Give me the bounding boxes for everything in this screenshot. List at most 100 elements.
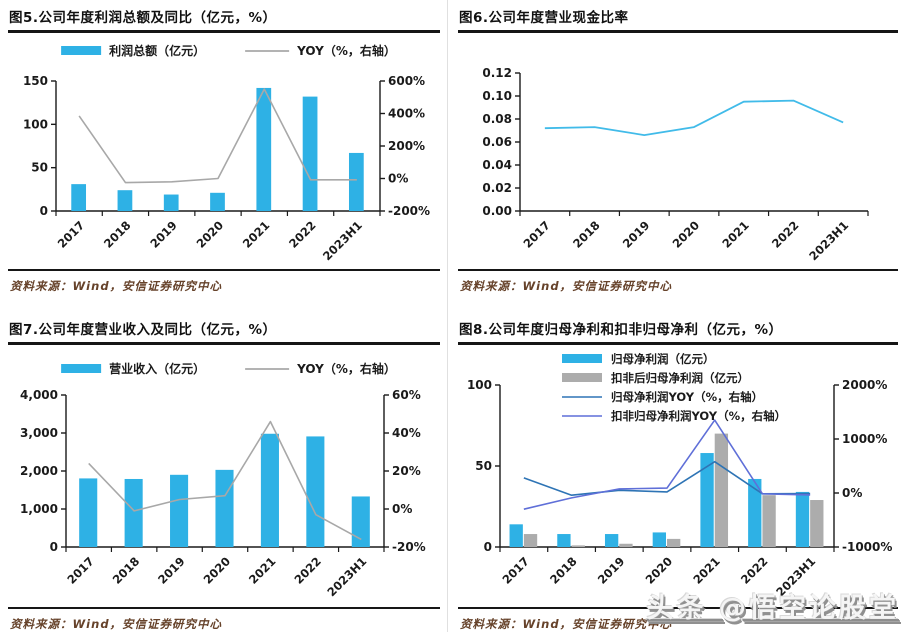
- svg-text:0: 0: [50, 540, 58, 554]
- x-axis-label: 2019: [595, 554, 628, 587]
- figure-8-source-row: 资料来源：Wind，安信证券研究中心: [458, 607, 898, 632]
- svg-text:0.12: 0.12: [482, 66, 512, 80]
- svg-text:2,000: 2,000: [20, 464, 58, 478]
- x-axis-label: 2020: [201, 554, 234, 587]
- bar: [215, 469, 234, 547]
- x-axis-label: 2018: [101, 218, 134, 251]
- watermark-text: 头条 @悟空论股堂: [646, 593, 899, 624]
- figure-5-title: 图5.公司年度利润总额及同比（亿元，%）: [8, 4, 440, 33]
- bar: [117, 190, 133, 211]
- bar: [260, 433, 279, 547]
- bar-series: [523, 433, 824, 547]
- svg-text:2000%: 2000%: [842, 378, 887, 392]
- figure-5-chart-area: 0 50 100 150 -200% 0% 200% 400% 600% 2017 2018 2019…: [8, 35, 440, 267]
- bar: [348, 152, 364, 211]
- legend-swatch: [61, 46, 102, 55]
- x-axis-label: 2023H1: [806, 218, 851, 263]
- svg-text:1000%: 1000%: [842, 432, 887, 446]
- bar: [163, 194, 179, 211]
- x-axis-label: 2020: [670, 218, 703, 251]
- svg-text:-20%: -20%: [392, 540, 426, 554]
- x-axis-label: 2021: [690, 554, 723, 587]
- operating-cash-ratio-chart: 0.00 0.02 0.04 0.06 0.08 0.10 0.12 2017 2018 2019…: [482, 66, 869, 263]
- figure-6-title: 图6.公司年度营业现金比率: [458, 4, 898, 33]
- figure-panel-6: 图6.公司年度营业现金比率 0.00 0.02 0.04 0.06 0.08 0.10 0.…: [458, 4, 898, 294]
- line-series: [78, 88, 357, 184]
- line-series: [523, 460, 811, 496]
- bar: [71, 184, 87, 211]
- bar: [795, 491, 810, 547]
- svg-text:50: 50: [31, 161, 48, 175]
- svg-text:0.08: 0.08: [482, 112, 512, 126]
- bar: [762, 495, 776, 547]
- source-text: 资料来源：Wind，安信证券研究中心: [460, 617, 673, 631]
- svg-text:100: 100: [467, 378, 492, 392]
- svg-text:600%: 600%: [388, 74, 425, 88]
- svg-text:0: 0: [484, 540, 492, 554]
- bar: [306, 436, 325, 547]
- x-axis-label: 2019: [155, 554, 188, 587]
- bar-series: [71, 87, 364, 211]
- legend-label: YOY（%，右轴）: [296, 43, 396, 58]
- bar: [667, 538, 681, 547]
- bar: [256, 87, 272, 211]
- legend-label: 扣非归母净利润YOY（%，右轴）: [611, 409, 786, 423]
- svg-text:0.06: 0.06: [482, 135, 512, 149]
- svg-text:0%: 0%: [388, 172, 408, 186]
- bar: [714, 433, 729, 547]
- x-axis-label: 2022: [291, 554, 324, 587]
- source-text: 资料来源：Wind，安信证券研究中心: [10, 617, 223, 631]
- svg-text:150: 150: [23, 74, 48, 88]
- x-axis-label: 2021: [246, 554, 279, 587]
- x-axis-label: 2022: [738, 554, 771, 587]
- axes: 0 50 100 150 -200% 0% 200% 400% 600% 2017 2018 2019…: [23, 74, 430, 263]
- x-axis-label: 2017: [64, 554, 97, 587]
- svg-text:0.02: 0.02: [482, 181, 512, 195]
- bar: [170, 474, 189, 547]
- bar-series: [79, 433, 370, 547]
- legend-label: 归母净利润（亿元）: [611, 352, 715, 366]
- figure-panel-8: 图8.公司年度归母净利和扣非归母净利（亿元，%） 0 50 100 -1000% 0% 1…: [458, 316, 898, 632]
- figure-panel-7: 图7.公司年度营业收入及同比（亿元，%） 0 1,000 2,000 3,000 4,0…: [8, 316, 440, 632]
- legend-label: 归母净利润YOY（%，右轴）: [611, 390, 763, 404]
- figure-6-source-row: 资料来源：Wind，安信证券研究中心: [458, 269, 898, 294]
- x-axis-label: 2023H1: [320, 218, 365, 263]
- revenue-yoy-chart: 0 1,000 2,000 3,000 4,000 -20% 0% 20% 40% 60% 2017…: [20, 361, 426, 599]
- svg-text:100: 100: [23, 117, 48, 131]
- legend-label: 扣非后归母净利润（亿元）: [611, 371, 749, 385]
- legend-swatch: [562, 373, 602, 382]
- bar: [700, 453, 714, 547]
- bar: [523, 534, 538, 547]
- bar: [210, 192, 225, 211]
- legend-label: YOY（%，右轴）: [296, 361, 396, 376]
- bar: [748, 478, 762, 547]
- figure-5-source-row: 资料来源：Wind，安信证券研究中心: [8, 269, 440, 294]
- svg-text:-1000%: -1000%: [842, 540, 892, 554]
- x-axis-label: 2020: [643, 554, 676, 587]
- svg-text:1,000: 1,000: [20, 502, 58, 516]
- svg-text:0.10: 0.10: [482, 89, 512, 103]
- bar: [124, 478, 143, 547]
- x-axis-label: 2021: [240, 218, 273, 251]
- figure-7-source-row: 资料来源：Wind，安信证券研究中心: [8, 607, 440, 632]
- svg-text:4,000: 4,000: [20, 388, 58, 402]
- svg-text:0.00: 0.00: [482, 204, 512, 218]
- net-profit-chart: 0 50 100 -1000% 0% 1000% 2000% 2017 2018 2019 2020…: [467, 352, 892, 599]
- figure-panel-5: 图5.公司年度利润总额及同比（亿元，%） 0 50 100 150 -200% 0% 200…: [8, 4, 440, 294]
- bar: [810, 500, 824, 547]
- bar: [604, 534, 619, 547]
- legend: 营业收入（亿元） YOY（%，右轴）: [61, 361, 396, 376]
- x-axis-label: 2020: [194, 218, 227, 251]
- svg-text:20%: 20%: [392, 464, 421, 478]
- legend: 利润总额（亿元） YOY（%，右轴）: [61, 43, 396, 58]
- svg-text:60%: 60%: [392, 388, 421, 402]
- line-series: [523, 419, 811, 510]
- profit-total-yoy-chart: 0 50 100 150 -200% 0% 200% 400% 600% 2017 2018 2019…: [23, 43, 430, 263]
- x-axis-label: 2021: [719, 218, 752, 251]
- legend-swatch: [562, 354, 602, 363]
- svg-text:0.04: 0.04: [482, 158, 512, 172]
- axes: 0.00 0.02 0.04 0.06 0.08 0.10 0.12 2017 2018 2019…: [482, 66, 869, 263]
- svg-text:50: 50: [475, 459, 492, 473]
- x-axis-label: 2018: [570, 218, 603, 251]
- bar: [619, 543, 633, 547]
